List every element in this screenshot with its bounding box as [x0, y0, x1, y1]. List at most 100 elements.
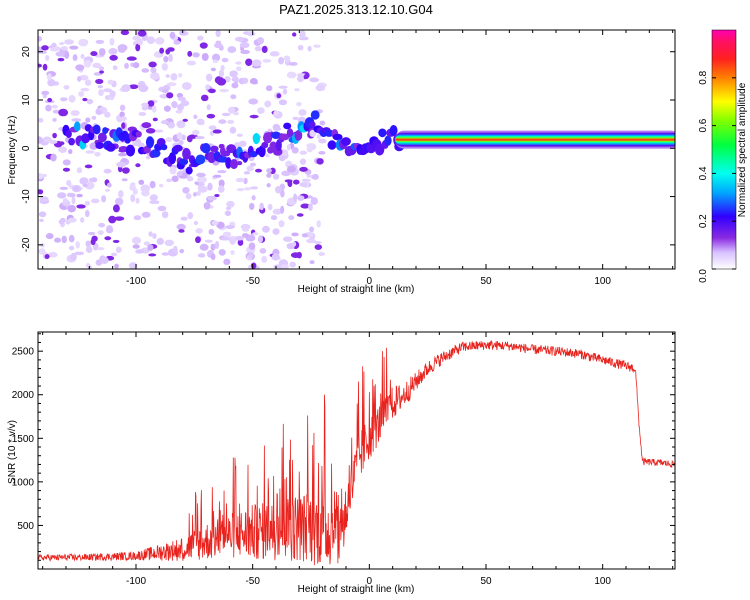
noise-speckle: [315, 84, 326, 92]
noise-speckle: [45, 55, 50, 61]
noise-speckle: [278, 85, 288, 89]
y-tick-label: -20: [21, 237, 32, 252]
noise-speckle: [175, 109, 183, 114]
noise-speckle: [259, 247, 267, 254]
noise-speckle: [221, 112, 231, 117]
noise-speckle: [86, 98, 94, 105]
noise-speckle: [203, 201, 211, 210]
noise-speckle: [278, 220, 285, 228]
noise-speckle: [75, 241, 80, 249]
noise-speckle: [257, 107, 265, 114]
noise-speckle: [58, 146, 68, 153]
noise-speckle: [250, 262, 257, 269]
noise-speckle: [286, 165, 296, 173]
colorbar-label: Normalized spectral amplitude: [737, 82, 748, 217]
noise-speckle: [207, 182, 213, 191]
noise-speckle: [309, 129, 317, 138]
noise-speckle: [168, 54, 173, 62]
noise-speckle: [299, 166, 308, 172]
noise-speckle: [84, 181, 95, 190]
noise-speckle: [57, 192, 67, 199]
noise-speckle: [273, 110, 279, 116]
noise-speckle: [180, 100, 190, 107]
noise-speckle: [107, 79, 114, 85]
noise-speckle: [103, 88, 112, 93]
noise-speckle: [288, 61, 298, 66]
noise-speckle: [238, 140, 247, 147]
signal-blob: [279, 133, 290, 141]
noise-speckle: [80, 87, 90, 92]
noise-speckle: [66, 180, 72, 187]
noise-speckle: [186, 176, 194, 182]
noise-speckle: [224, 75, 231, 83]
noise-speckle: [120, 116, 127, 122]
noise-speckle: [137, 142, 145, 148]
noise-speckle: [236, 187, 245, 192]
noise-speckle: [318, 150, 326, 155]
noise-speckle: [91, 115, 97, 120]
noise-speckle: [233, 112, 239, 116]
noise-speckle: [49, 47, 60, 52]
noise-speckle: [120, 30, 130, 36]
noise-speckle: [297, 195, 305, 201]
x-tick-label: -100: [126, 576, 146, 587]
signal-blob: [286, 128, 294, 138]
noise-speckle: [211, 53, 221, 62]
y-tick-label: 20: [21, 46, 32, 58]
noise-speckle: [62, 167, 71, 172]
noise-speckle: [60, 46, 69, 51]
noise-speckle: [216, 78, 227, 86]
noise-speckle: [99, 106, 107, 112]
noise-speckle: [259, 202, 264, 211]
noise-speckle: [192, 129, 200, 136]
noise-speckle: [212, 174, 222, 178]
noise-speckle: [269, 51, 280, 57]
noise-speckle: [38, 117, 44, 123]
noise-speckle: [138, 179, 145, 185]
noise-speckle: [62, 159, 71, 166]
noise-speckle: [296, 102, 302, 107]
signal-blob: [261, 141, 269, 149]
noise-speckle: [70, 252, 77, 261]
signal-blob: [207, 151, 216, 164]
noise-speckle: [97, 230, 104, 235]
signal-blob: [68, 137, 76, 146]
noise-speckle: [249, 162, 257, 167]
noise-speckle: [266, 172, 272, 178]
noise-speckle: [147, 244, 154, 251]
noise-speckle: [165, 137, 173, 143]
snr-marks: [38, 339, 675, 566]
noise-speckle: [309, 226, 315, 233]
noise-speckle: [187, 212, 194, 220]
y-tick-label: 10: [21, 94, 32, 106]
colorbar-tick-label: 0.6: [698, 118, 709, 132]
noise-speckle: [163, 55, 169, 63]
noise-speckle: [91, 235, 98, 242]
noise-speckle: [227, 46, 237, 54]
noise-speckle: [141, 68, 150, 73]
noise-speckle: [306, 238, 316, 244]
noise-speckle: [199, 243, 209, 251]
noise-speckle: [281, 170, 291, 177]
snr-panel: -100 -50 0 50 100 500 1000 1500 2000 2500 Height …: [7, 331, 676, 595]
noise-speckle: [116, 161, 126, 168]
noise-speckle: [167, 47, 175, 52]
noise-speckle: [95, 39, 105, 44]
x-tick-label: 0: [367, 576, 373, 587]
signal-blob: [135, 130, 142, 138]
snr-line: [38, 339, 675, 566]
noise-speckle: [195, 191, 201, 196]
noise-speckle: [261, 255, 268, 263]
noise-speckle: [234, 235, 245, 241]
noise-speckle: [176, 120, 186, 129]
noise-speckle: [52, 132, 57, 139]
noise-speckle: [235, 177, 245, 183]
noise-speckle: [251, 195, 256, 201]
noise-speckle: [293, 193, 298, 202]
noise-speckle: [160, 120, 169, 125]
noise-speckle: [266, 168, 272, 174]
signal-blob: [217, 156, 228, 163]
noise-speckle: [205, 73, 213, 82]
signal-blob: [201, 143, 211, 154]
